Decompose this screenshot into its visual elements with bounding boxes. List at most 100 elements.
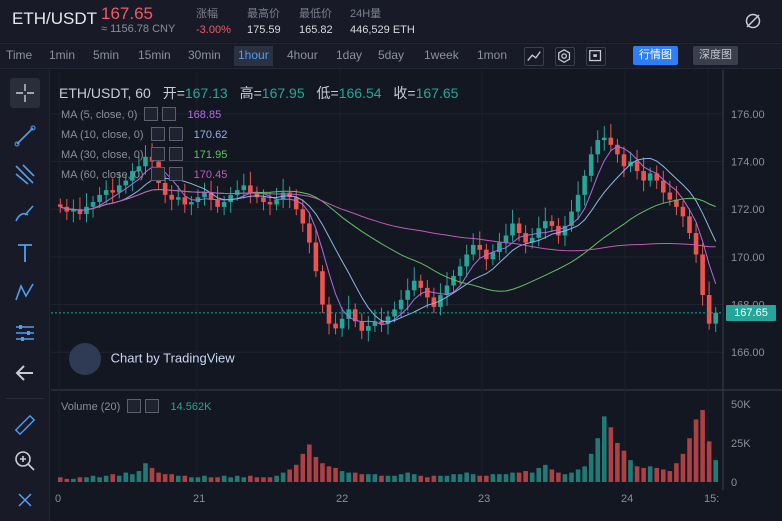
tf-5day[interactable]: 5day — [378, 48, 405, 62]
settings-button[interactable] — [555, 47, 575, 66]
fib-tool[interactable] — [10, 159, 40, 189]
candle-body — [130, 171, 135, 181]
measure-tool[interactable] — [10, 410, 40, 440]
candle-body — [320, 271, 325, 305]
pair-name[interactable]: ETH/USDT — [12, 9, 97, 28]
tf-1min[interactable]: 1min — [49, 48, 76, 62]
gear-icon[interactable] — [150, 127, 165, 141]
volume-bar — [195, 477, 201, 482]
tf-15min[interactable]: 15min — [138, 48, 171, 62]
gear-icon — [558, 49, 571, 64]
pattern-tool[interactable] — [10, 277, 40, 307]
volume-label: 24H量 — [350, 8, 382, 20]
candle-body — [706, 295, 712, 324]
volume-bar — [549, 469, 555, 482]
candle-body — [680, 206, 686, 217]
tf-1day[interactable]: 1day — [336, 48, 363, 62]
volume-bar — [470, 474, 476, 482]
ticker-header: ETH/USDT 167.65 ≈ 1156.78 CNY 涨幅 -3.00% … — [0, 0, 782, 42]
gear-icon[interactable] — [144, 107, 159, 121]
volume-bar — [267, 477, 273, 482]
candle-body — [307, 223, 312, 243]
volume-bar — [543, 464, 548, 482]
ma-60-row[interactable]: MA (60, close, 0) 170.45 — [61, 167, 227, 181]
volume-bar — [110, 474, 116, 482]
close-icon[interactable] — [168, 167, 183, 181]
close-icon[interactable] — [145, 399, 160, 413]
volume-bar — [418, 475, 424, 482]
volume-bar — [431, 475, 437, 482]
candle-body — [208, 192, 214, 200]
close-value: 167.65 — [415, 85, 459, 101]
candle-body — [254, 192, 260, 198]
theme-toggle-icon[interactable] — [744, 12, 762, 30]
candles-view-button[interactable]: 行情图 — [633, 46, 678, 65]
candle-body — [667, 192, 673, 200]
candle-body — [549, 221, 555, 226]
price-axis-label: 166.00 — [731, 347, 765, 359]
volume-bar — [208, 477, 214, 482]
ma-10-value: 170.62 — [193, 129, 228, 141]
fork-icon — [15, 164, 35, 185]
tradingview-text: Chart by TradingView — [110, 350, 235, 366]
brush-tool[interactable] — [10, 198, 40, 228]
candle-body — [136, 166, 142, 172]
tf-1mon[interactable]: 1mon — [477, 48, 508, 62]
volume-stat: 24H量 446,529 ETH — [350, 5, 415, 36]
candle-body — [647, 173, 653, 181]
gear-icon[interactable] — [127, 399, 142, 413]
volume-bar — [438, 475, 443, 482]
volume-bar — [641, 467, 646, 482]
time-axis-label: 21 — [193, 493, 205, 505]
magnet-tool[interactable] — [10, 485, 40, 515]
candle-body — [523, 233, 528, 243]
back-button[interactable] — [10, 358, 40, 388]
tf-5min[interactable]: 5min — [93, 48, 120, 62]
candle-body — [97, 194, 102, 203]
volume-bar — [346, 472, 351, 482]
volume-bar — [123, 472, 129, 482]
ma-5-row[interactable]: MA (5, close, 0) 168.85 — [61, 107, 221, 121]
volume-bar — [234, 475, 240, 482]
tradingview-badge[interactable]: Chart by TradingView — [69, 343, 235, 375]
legend-symbol: ETH/USDT, 60 — [59, 85, 151, 101]
position-tool[interactable] — [10, 318, 40, 348]
tf-time[interactable]: Time — [6, 48, 33, 62]
candle-body — [189, 202, 194, 205]
gear-icon[interactable] — [150, 167, 165, 181]
tf-4hour[interactable]: 4hour — [287, 48, 318, 62]
price-chart[interactable]: 176.00174.00172.00170.00168.00166.0050K2… — [51, 70, 782, 521]
ma-10-row[interactable]: MA (10, close, 0) 170.62 — [61, 127, 227, 141]
candle-body — [221, 202, 227, 207]
time-axis-label: 24 — [621, 493, 633, 505]
crosshair-tool[interactable] — [10, 78, 40, 108]
tf-1week[interactable]: 1week — [424, 48, 459, 62]
indicator-button[interactable] — [524, 47, 544, 66]
gear-icon[interactable] — [150, 147, 165, 161]
depth-view-button[interactable]: 深度图 — [693, 46, 738, 65]
close-icon[interactable] — [162, 107, 177, 121]
candle-body — [425, 287, 430, 298]
volume-bar — [228, 477, 233, 482]
tf-1hour[interactable]: 1hour — [234, 46, 273, 66]
volume-bar — [628, 460, 633, 482]
magnet-icon — [18, 493, 32, 507]
volume-bar — [588, 453, 594, 482]
text-tool[interactable] — [10, 238, 40, 268]
screenshot-button[interactable] — [586, 47, 606, 66]
candle-body — [103, 190, 109, 195]
tf-30min[interactable]: 30min — [188, 48, 221, 62]
high-label: 最高价 — [247, 8, 280, 20]
last-price: 167.65 — [101, 4, 153, 23]
close-icon[interactable] — [168, 147, 183, 161]
open-value: 167.13 — [184, 85, 228, 101]
volume-bar — [510, 472, 515, 482]
ma-60-line — [60, 188, 716, 252]
candle-body — [444, 285, 450, 296]
volume-value: 14.562K — [170, 401, 212, 413]
zoom-tool[interactable] — [10, 446, 40, 476]
trendline-tool[interactable] — [10, 121, 40, 151]
ma-30-row[interactable]: MA (30, close, 0) 171.95 — [61, 147, 227, 161]
close-icon[interactable] — [168, 127, 183, 141]
low-label: 低= — [316, 85, 339, 101]
